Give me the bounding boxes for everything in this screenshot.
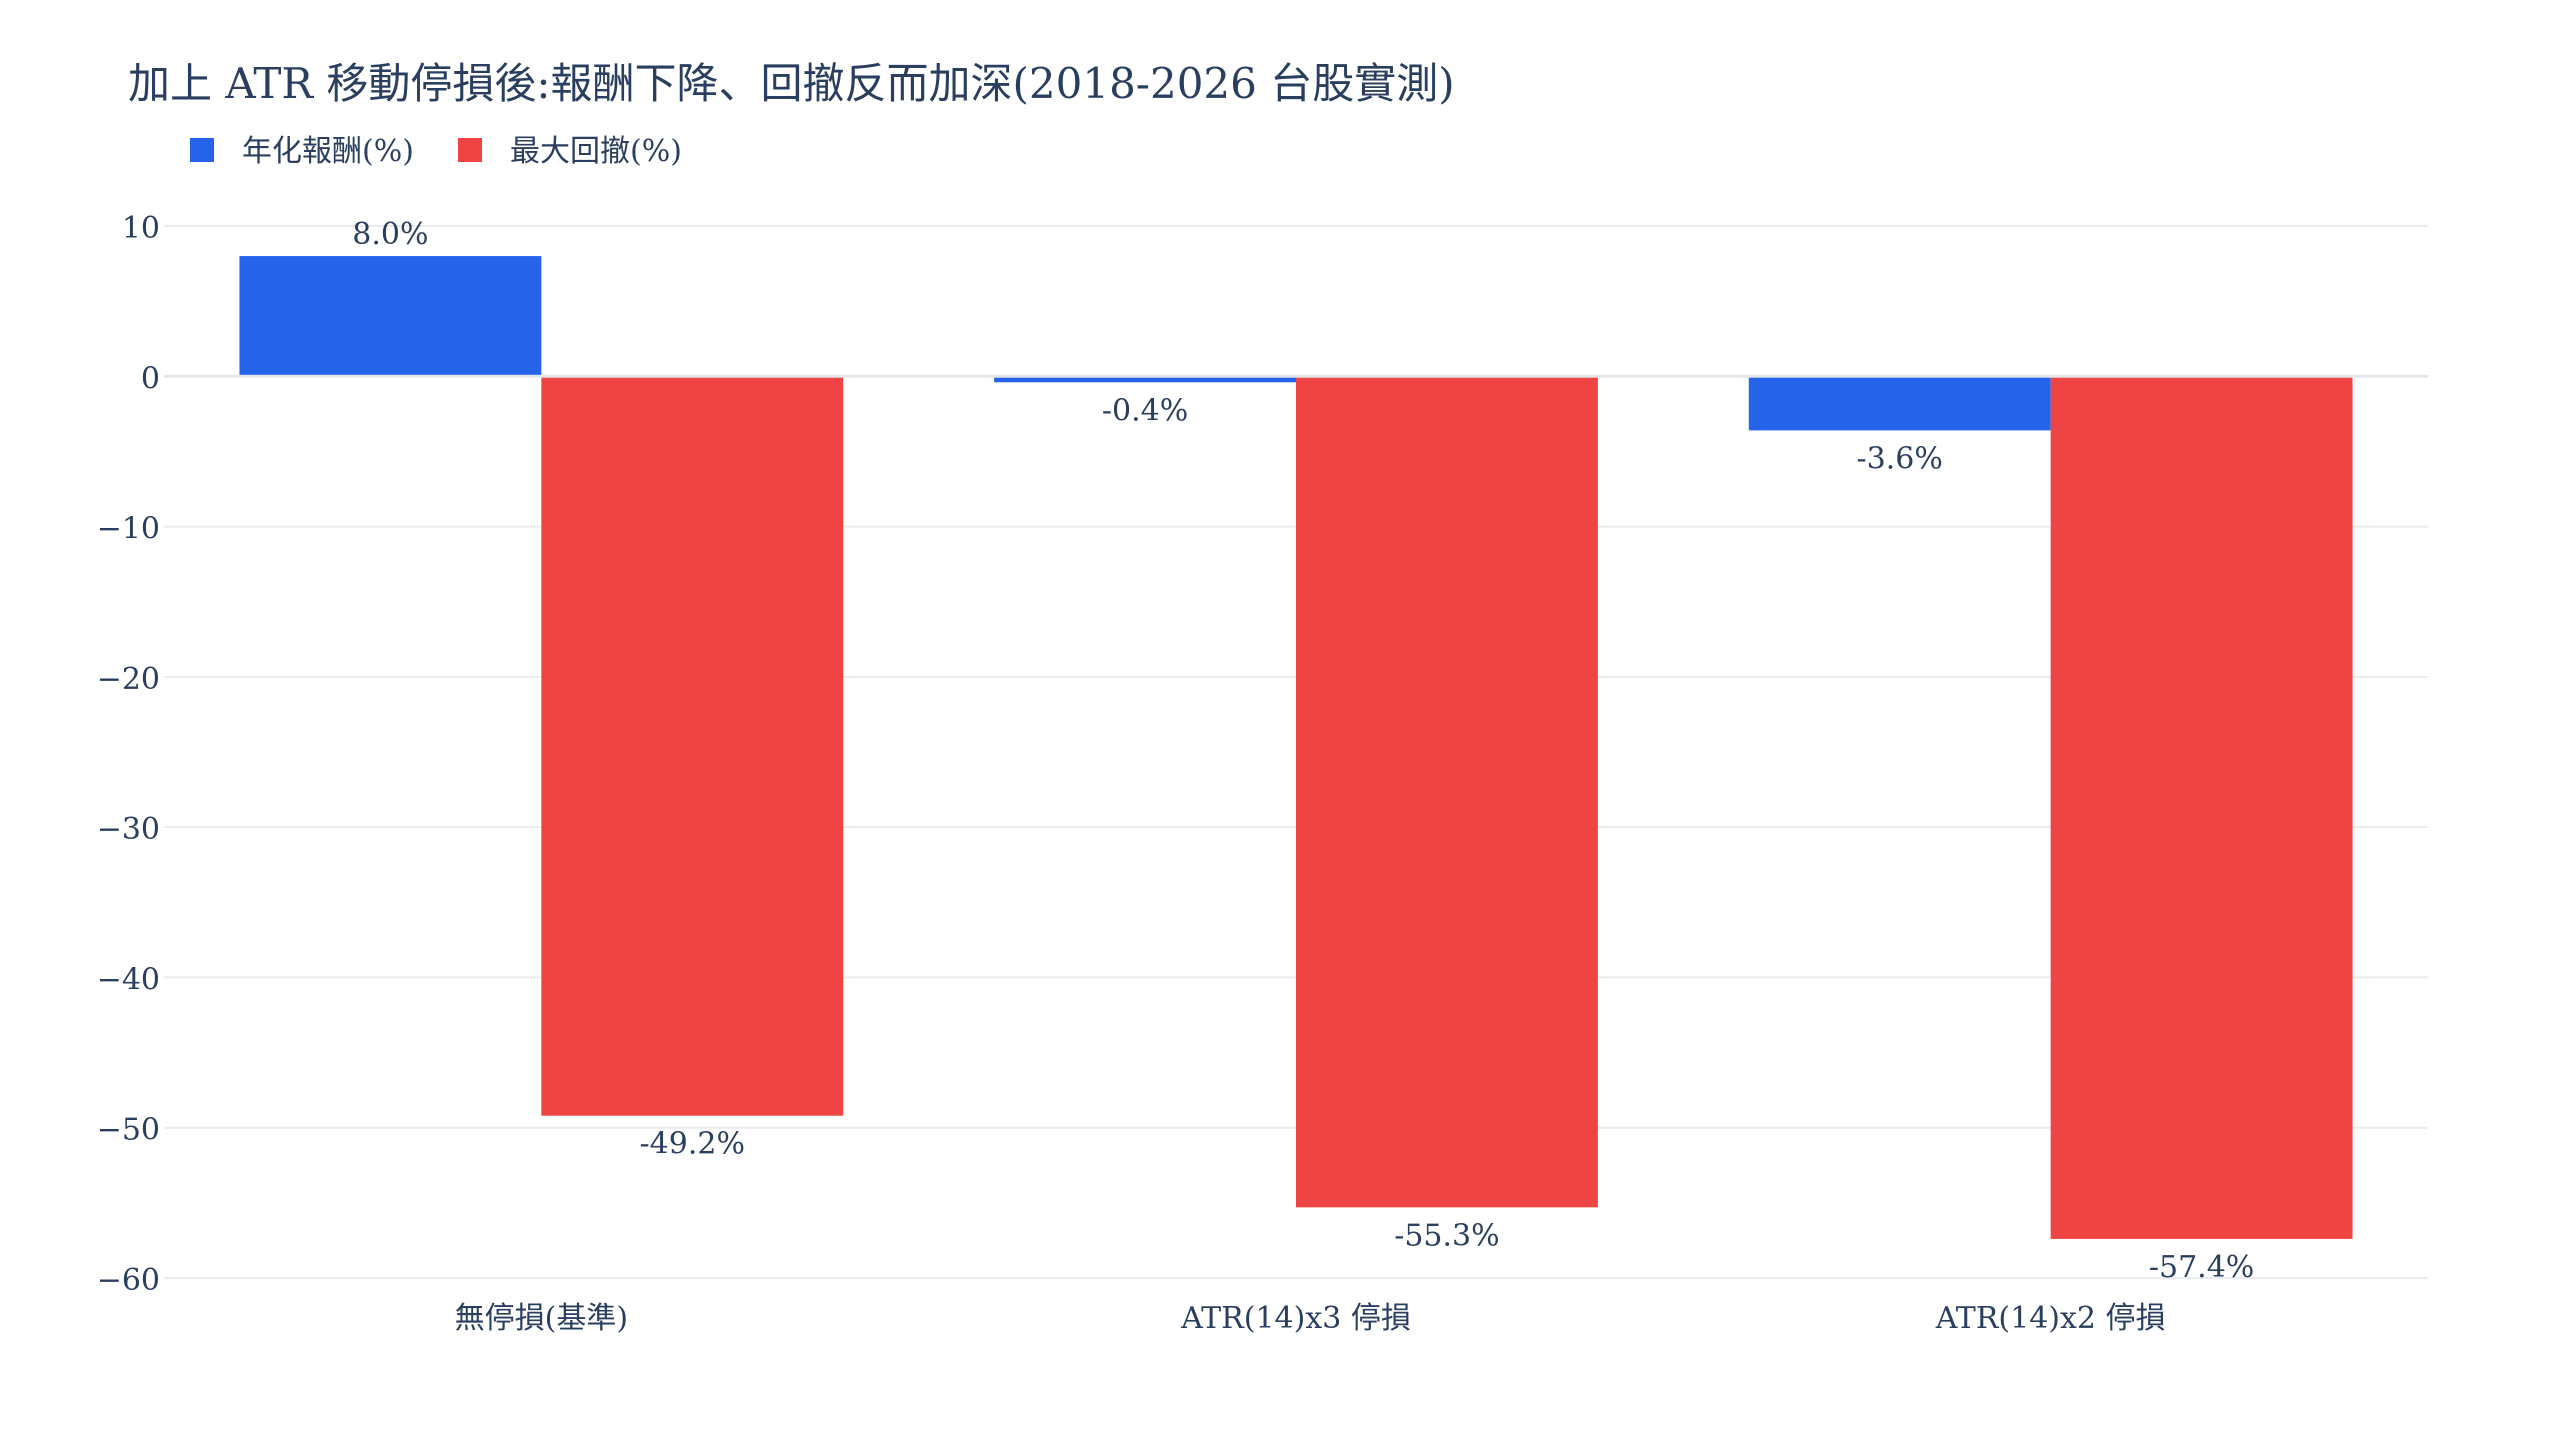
y-tick-label: 10	[122, 211, 160, 246]
data-label: -55.3%	[1394, 1218, 1499, 1253]
bar-annual-return-1[interactable]	[994, 376, 1296, 383]
y-tick-label: −60	[97, 1263, 160, 1298]
legend-label: 年化報酬(%)	[242, 134, 414, 169]
legend-item-max-drawdown[interactable]: 最大回撤(%)	[458, 134, 682, 169]
data-label: -57.4%	[2149, 1250, 2254, 1285]
x-tick-label: ATR(14)x2 停損	[1935, 1301, 2166, 1336]
x-tick-label: 無停損(基準)	[455, 1301, 628, 1336]
data-label: 8.0%	[352, 217, 428, 252]
bar-max-drawdown-1[interactable]	[1296, 376, 1598, 1208]
data-labels: 8.0% -49.2% -0.4% -55.3% -3.6% -57.4%	[352, 217, 2254, 1285]
chart-title: 加上 ATR 移動停損後:報酬下降、回撤反而加深(2018-2026 台股實測)	[128, 59, 1455, 108]
data-label: -49.2%	[640, 1127, 745, 1162]
legend-swatch	[458, 138, 482, 162]
legend-swatch	[190, 138, 214, 162]
y-tick-label: −30	[97, 812, 160, 847]
legend-item-annual-return[interactable]: 年化報酬(%)	[190, 134, 414, 169]
legend-label: 最大回撤(%)	[510, 134, 682, 169]
data-label: -0.4%	[1102, 393, 1188, 428]
bar-max-drawdown-0[interactable]	[541, 376, 844, 1116]
y-tick-label: −20	[97, 662, 160, 697]
legend[interactable]: 年化報酬(%) 最大回撤(%)	[190, 134, 682, 169]
y-tick-label: −10	[97, 512, 160, 547]
y-tick-label: −40	[97, 962, 160, 997]
y-axis-ticks: 10 0 −10 −20 −30 −40 −50 −60	[97, 211, 160, 1298]
bars	[239, 256, 2353, 1239]
x-axis-ticks: 無停損(基準) ATR(14)x3 停損 ATR(14)x2 停損	[455, 1301, 2166, 1336]
bar-annual-return-0[interactable]	[239, 256, 542, 377]
bar-max-drawdown-2[interactable]	[2050, 376, 2353, 1239]
y-tick-label: 0	[141, 361, 160, 396]
y-tick-label: −50	[97, 1113, 160, 1148]
data-label: -3.6%	[1857, 441, 1943, 476]
bar-annual-return-2[interactable]	[1748, 376, 2051, 431]
x-tick-label: ATR(14)x3 停損	[1180, 1301, 1411, 1336]
